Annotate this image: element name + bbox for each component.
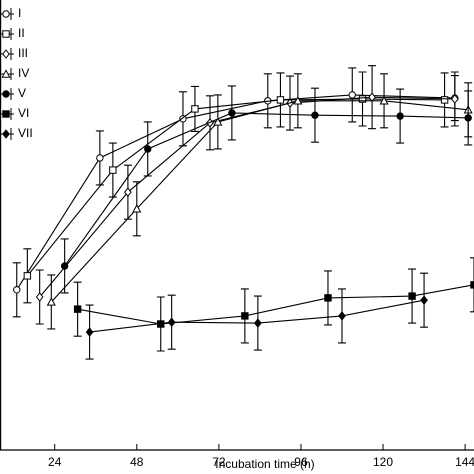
data-point bbox=[228, 109, 236, 117]
legend-marker bbox=[2, 129, 10, 139]
data-point bbox=[73, 305, 82, 313]
data-point bbox=[293, 96, 303, 105]
data-point bbox=[311, 111, 319, 119]
legend-marker bbox=[2, 110, 10, 118]
data-point bbox=[144, 145, 152, 153]
data-point bbox=[13, 286, 21, 294]
data-point bbox=[85, 327, 94, 337]
legend-marker bbox=[2, 30, 10, 38]
data-point bbox=[23, 272, 32, 280]
x-tick-label: 72 bbox=[212, 455, 226, 469]
series-line bbox=[50, 100, 469, 303]
legend-label: IV bbox=[18, 66, 29, 80]
x-tick-label: 48 bbox=[130, 455, 144, 469]
data-point bbox=[408, 292, 416, 300]
legend-label: V bbox=[18, 86, 26, 100]
series-line bbox=[16, 94, 455, 291]
x-tick-label: 120 bbox=[373, 455, 393, 469]
data-point bbox=[35, 292, 44, 302]
legend-label: III bbox=[18, 46, 28, 60]
x-tick-label: 144 bbox=[455, 455, 474, 469]
legend-label: VI bbox=[18, 106, 29, 120]
x-axis-label: Incubation time (h) bbox=[215, 457, 314, 471]
data-point bbox=[132, 204, 142, 213]
data-point bbox=[324, 294, 332, 302]
legend-marker bbox=[2, 10, 10, 18]
legend-marker bbox=[2, 90, 10, 98]
series-line bbox=[89, 299, 425, 333]
series-line bbox=[64, 112, 469, 267]
data-point bbox=[396, 112, 404, 120]
legend-marker bbox=[2, 49, 10, 59]
legend-label: I bbox=[18, 6, 21, 20]
data-point bbox=[96, 154, 104, 162]
data-point bbox=[241, 312, 249, 320]
data-point bbox=[368, 92, 376, 103]
data-point bbox=[379, 96, 389, 105]
data-point bbox=[451, 94, 459, 104]
data-point bbox=[254, 318, 262, 328]
data-point bbox=[276, 96, 285, 104]
data-point bbox=[46, 297, 56, 306]
series-line bbox=[39, 96, 455, 298]
x-tick-label: 24 bbox=[48, 455, 62, 469]
error-bar bbox=[470, 257, 474, 313]
data-point bbox=[167, 317, 176, 328]
x-tick-label: 96 bbox=[294, 455, 308, 469]
legend-marker bbox=[1, 69, 11, 78]
data-point bbox=[348, 91, 356, 99]
series-line bbox=[77, 284, 474, 325]
data-point bbox=[213, 117, 223, 126]
data-point bbox=[109, 166, 117, 174]
data-point bbox=[440, 96, 449, 104]
series-line bbox=[26, 98, 445, 277]
data-point bbox=[338, 311, 346, 321]
data-point bbox=[60, 262, 69, 270]
legend-label: VII bbox=[18, 126, 33, 140]
legend-label: II bbox=[18, 26, 25, 40]
data-point bbox=[124, 187, 132, 197]
data-point bbox=[464, 114, 472, 122]
data-point bbox=[358, 95, 367, 103]
data-point bbox=[191, 105, 199, 113]
data-point bbox=[420, 295, 428, 305]
